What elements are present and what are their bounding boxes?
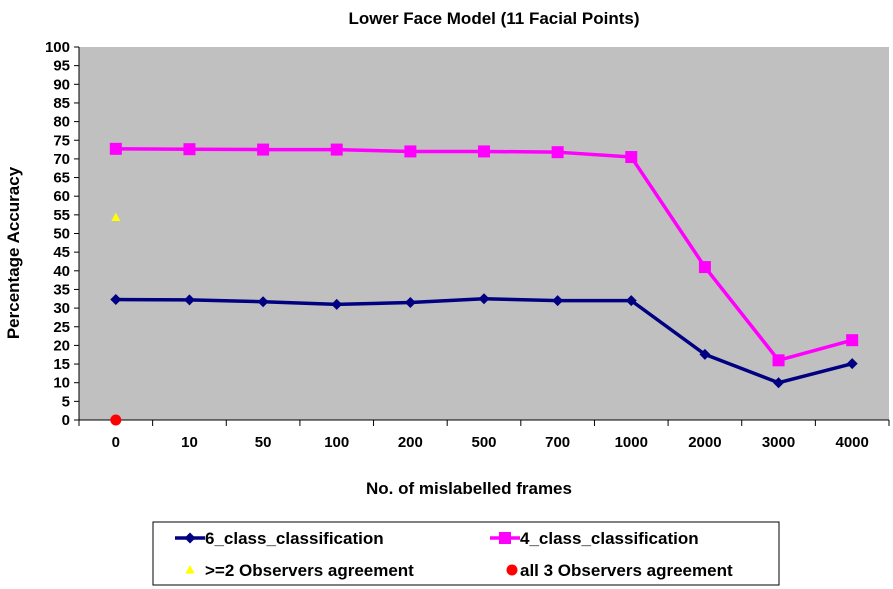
legend-item: >=2 Observers agreement: [185, 561, 414, 580]
y-tick-label: 60: [53, 188, 70, 205]
x-axis: 0 10 50 100 200 500 700 1000 2000 3000 4000: [78, 419, 890, 451]
legend-item: all 3 Observers agreement: [506, 561, 733, 580]
y-tick-label: 55: [53, 207, 70, 224]
legend-item: 6_class_classification: [175, 529, 384, 548]
y-tick-label: 5: [62, 393, 70, 410]
y-tick-label: 85: [53, 95, 70, 112]
y-tick-label: 35: [53, 281, 70, 298]
data-point: [111, 212, 121, 221]
x-tick-label: 700: [545, 434, 570, 451]
y-tick-label: 20: [53, 337, 70, 354]
chart-title: Lower Face Model (11 Facial Points): [349, 9, 640, 28]
data-point: [110, 294, 122, 306]
data-point: [699, 348, 711, 360]
series-all 3 Observers agreement: [110, 414, 122, 426]
series->=2 Observers agreement: [111, 212, 121, 221]
y-tick-label: 80: [53, 114, 70, 131]
y-tick-label: 25: [53, 319, 70, 336]
data-point: [552, 295, 564, 307]
data-point: [551, 146, 564, 159]
legend-label: 6_class_classification: [205, 529, 384, 548]
series-6_class_classification: [110, 293, 858, 389]
x-tick-label: 0: [112, 434, 120, 451]
y-tick-label: 95: [53, 58, 70, 75]
y-tick-label: 30: [53, 300, 70, 317]
legend-box: [152, 521, 780, 586]
x-tick-label: 1000: [615, 434, 648, 451]
x-tick-label: 50: [255, 434, 272, 451]
y-tick-label: 75: [53, 132, 70, 149]
data-point: [478, 293, 490, 305]
data-point: [404, 145, 417, 158]
data-point: [625, 295, 637, 307]
data-point: [331, 298, 343, 310]
x-tick-label: 2000: [688, 434, 721, 451]
data-point: [183, 143, 196, 156]
y-tick-label: 10: [53, 375, 70, 392]
data-point: [846, 358, 858, 370]
data-point: [846, 334, 859, 347]
x-tick-label: 500: [471, 434, 496, 451]
legend-marker: [184, 532, 196, 544]
data-point: [257, 296, 269, 308]
y-tick-label: 70: [53, 151, 70, 168]
x-tick-label: 4000: [835, 434, 868, 451]
legend: 6_class_classification 4_class_classifica…: [152, 521, 780, 586]
x-tick-label: 10: [181, 434, 198, 451]
data-point: [773, 377, 785, 389]
series-4_class_classification: [109, 142, 859, 367]
y-axis-label: Percentage Accuracy: [4, 166, 23, 339]
data-point: [625, 151, 638, 164]
y-tick-label: 40: [53, 263, 70, 280]
legend-label: all 3 Observers agreement: [520, 561, 733, 580]
y-tick-label: 100: [45, 39, 70, 56]
y-tick-label: 90: [53, 76, 70, 93]
data-point: [772, 354, 785, 367]
data-point: [257, 143, 270, 156]
legend-label: 4_class_classification: [520, 529, 699, 548]
legend-items: 6_class_classification 4_class_classifica…: [175, 529, 733, 580]
y-tick-label: 50: [53, 226, 70, 243]
data-point: [110, 414, 122, 426]
legend-marker: [506, 564, 518, 576]
plot-area: [79, 47, 889, 420]
legend-marker: [185, 565, 195, 574]
y-tick-label: 65: [53, 170, 70, 187]
series-layer: [109, 142, 859, 426]
y-tick-label: 45: [53, 244, 70, 261]
y-tick-label: 0: [62, 412, 70, 429]
data-point: [698, 261, 711, 274]
x-axis-label: No. of mislabelled frames: [366, 479, 572, 498]
x-tick-label: 200: [398, 434, 423, 451]
legend-marker: [499, 532, 511, 544]
data-point: [330, 143, 343, 156]
data-point: [404, 297, 416, 309]
legend-label: >=2 Observers agreement: [205, 561, 414, 580]
x-tick-label: 100: [324, 434, 349, 451]
legend-item: 4_class_classification: [490, 529, 699, 548]
x-tick-label: 3000: [762, 434, 795, 451]
data-point: [183, 294, 195, 306]
y-tick-label: 15: [53, 356, 70, 373]
data-point: [478, 145, 490, 158]
data-point: [109, 142, 122, 155]
